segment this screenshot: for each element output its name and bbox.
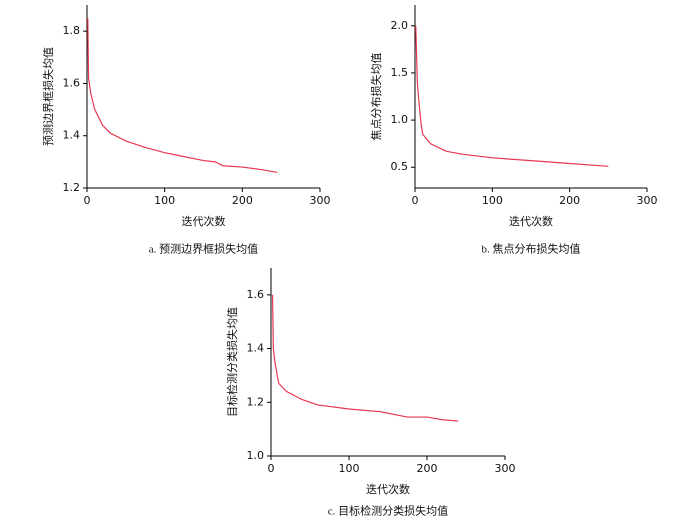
x-tick-label: 100	[339, 462, 360, 475]
x-axis-label: 迭代次数	[182, 214, 226, 228]
y-tick-label: 2.0	[391, 19, 409, 32]
x-tick-label: 200	[232, 194, 253, 207]
y-tick-label: 1.5	[391, 66, 409, 79]
caption: a. 预测边界框损失均值	[149, 242, 258, 256]
x-tick-label: 300	[495, 462, 516, 475]
loss-line	[271, 294, 459, 422]
y-tick-label: 1.2	[63, 181, 81, 194]
y-tick-label: 1.8	[63, 24, 81, 37]
x-tick-label: 0	[412, 194, 419, 207]
y-tick-label: 1.0	[391, 113, 409, 126]
x-tick-label: 200	[559, 194, 580, 207]
caption: c. 目标检测分类损失均值	[328, 504, 448, 518]
x-tick-label: 100	[482, 194, 503, 207]
loss-line	[415, 25, 609, 167]
y-tick-label: 1.6	[247, 288, 265, 301]
y-tick-label: 0.5	[391, 160, 409, 173]
x-tick-label: 300	[637, 194, 658, 207]
x-tick-label: 100	[154, 194, 175, 207]
x-axis-label: 迭代次数	[509, 214, 553, 228]
y-axis-label: 焦点分布损失均值	[369, 53, 383, 141]
y-tick-label: 1.4	[247, 342, 265, 355]
y-axis-label: 目标检测分类损失均值	[225, 307, 239, 417]
loss-line	[87, 18, 278, 173]
y-axis-label: 预测边界框损失均值	[41, 47, 55, 146]
y-tick-label: 1.6	[63, 76, 81, 89]
x-tick-label: 0	[84, 194, 91, 207]
y-tick-label: 1.2	[247, 395, 265, 408]
x-tick-label: 0	[268, 462, 275, 475]
y-tick-label: 1.0	[247, 449, 265, 462]
caption: b. 焦点分布损失均值	[482, 242, 581, 256]
x-axis-label: 迭代次数	[366, 482, 410, 496]
x-tick-label: 200	[417, 462, 438, 475]
x-tick-label: 300	[310, 194, 331, 207]
y-tick-label: 1.4	[63, 129, 81, 142]
